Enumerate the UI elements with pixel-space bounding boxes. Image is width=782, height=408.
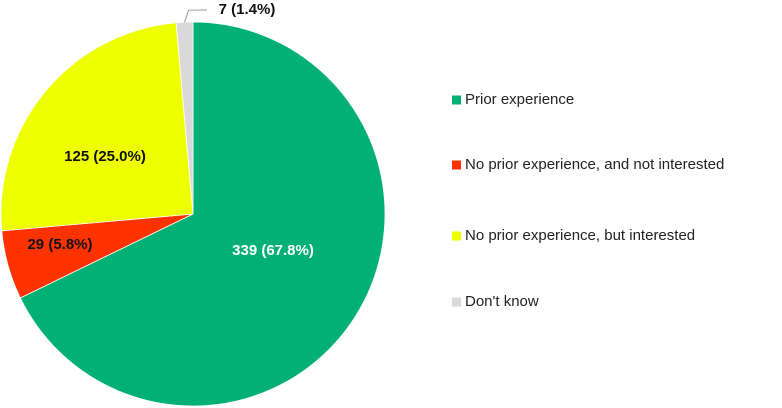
legend-label: No prior experience, but interested (465, 227, 695, 244)
legend-swatch (452, 95, 461, 105)
data-label: 339 (67.8%) (232, 242, 314, 259)
legend-label: Prior experience (465, 91, 574, 108)
legend-swatch (452, 297, 461, 307)
data-label: 125 (25.0%) (64, 148, 146, 165)
legend-label: No prior experience, and not interested (465, 156, 724, 173)
legend-swatch (452, 160, 461, 170)
legend-swatch (452, 231, 461, 241)
data-label: 29 (5.8%) (27, 236, 92, 253)
data-label: 7 (1.4%) (219, 1, 276, 18)
leader-line (184, 9, 208, 23)
pie-slice (0, 22, 194, 232)
pie-slice (19, 21, 386, 407)
legend-label: Don't know (465, 293, 539, 310)
